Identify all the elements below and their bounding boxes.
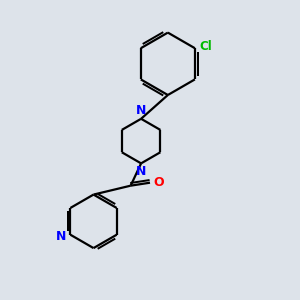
Text: O: O [153, 176, 164, 189]
Text: N: N [136, 104, 146, 117]
Text: N: N [56, 230, 66, 243]
Text: N: N [136, 165, 146, 178]
Text: Cl: Cl [199, 40, 212, 53]
